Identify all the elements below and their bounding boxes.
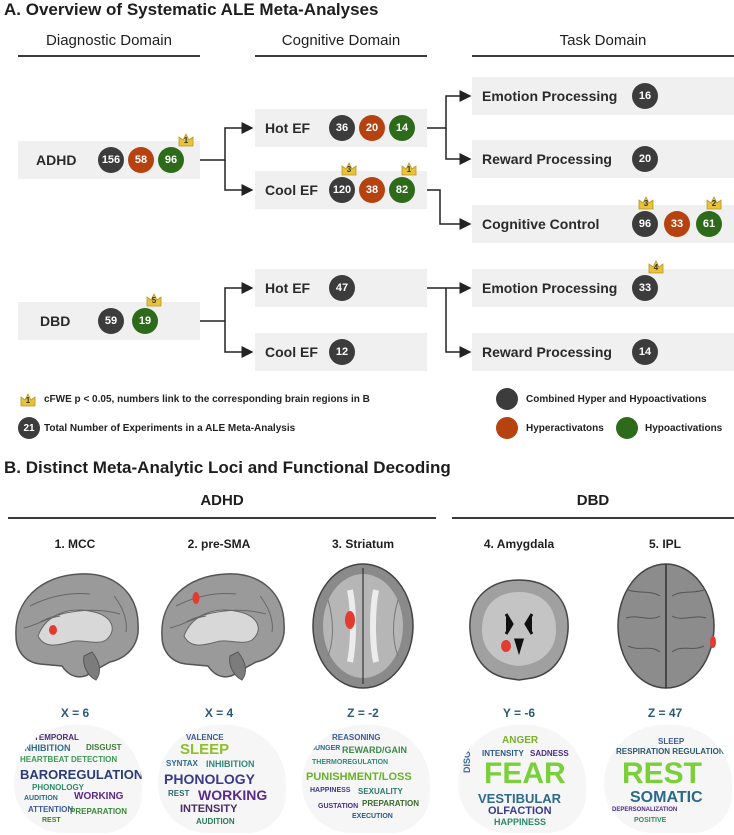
crown-icon: 1: [20, 393, 36, 407]
count-combined: 47: [329, 275, 355, 301]
brain-image-amygdala: [469, 579, 569, 681]
task-label: Reward Processing: [482, 344, 612, 360]
count-combined: 20: [632, 146, 658, 172]
diagnostic-label: DBD: [40, 313, 71, 329]
count-hypo: 14: [389, 115, 415, 141]
count-combined: 36: [329, 115, 355, 141]
crown-icon: 5: [146, 293, 162, 307]
header-task-domain: Task Domain: [559, 32, 647, 49]
header-cognitive-domain: Cognitive Domain: [281, 32, 401, 49]
count-combined: 120: [329, 177, 355, 203]
region-title: 5. IPL: [648, 537, 681, 551]
task-label: Emotion Processing: [482, 88, 618, 104]
region-title: 3. Striatum: [331, 537, 394, 551]
cognitive-label: Cool EF: [265, 344, 318, 360]
region-title: 1. MCC: [54, 537, 96, 551]
legend-combined-swatch: [496, 388, 518, 410]
word-cloud-pre-sma: VALENCE SLEEP SYNTAX INHIBITION PHONOLOG…: [158, 725, 286, 833]
group-rule: [452, 517, 734, 519]
task-box-emotion: Emotion Processing 16: [472, 77, 734, 115]
legend-hyper-swatch: [496, 417, 518, 439]
legend-crown-text: cFWE p < 0.05, numbers link to the corre…: [44, 394, 370, 405]
coordinate-label: X = 4: [204, 706, 234, 720]
crown-icon: 1: [401, 162, 417, 176]
legend-hypo-swatch: [616, 417, 638, 439]
count-combined: 156: [98, 147, 124, 173]
count-hypo: 82: [389, 177, 415, 203]
brain-image-ipl: [617, 563, 716, 689]
crown-icon: 2: [706, 196, 722, 210]
word-cloud-striatum: REASONING HUNGER REWARD/GAIN THERMOREGUL…: [302, 725, 430, 833]
count-combined: 59: [98, 308, 124, 334]
task-box-reward-dbd: Reward Processing 14: [472, 333, 734, 371]
count-hypo: 61: [696, 211, 722, 237]
cognitive-label: Hot EF: [265, 280, 311, 296]
legend-circle-text: Total Number of Experiments in a ALE Met…: [44, 423, 296, 434]
crown-icon: 3: [638, 196, 654, 210]
cognitive-box-cool-ef-dbd: Cool EF 12: [255, 333, 427, 371]
word-cloud-mcc: TEMPORAL INHIBITION DISGUST HEARTBEAT DE…: [14, 725, 142, 833]
task-box-emotion-dbd: Emotion Processing 33 4: [472, 260, 734, 307]
task-label: Cognitive Control: [482, 216, 600, 232]
count-combined: 96: [632, 211, 658, 237]
crown-icon: 1: [178, 133, 194, 147]
task-box-cognitive-control: Cognitive Control 96 33 61 3 2: [472, 196, 734, 243]
cognitive-box-hot-ef: Hot EF 36 20 14: [255, 109, 427, 147]
task-box-reward: Reward Processing 20: [472, 140, 734, 178]
count-combined: 14: [632, 339, 658, 365]
crown-icon: 3: [341, 162, 357, 176]
section-a-title: A. Overview of Systematic ALE Meta-Analy…: [4, 0, 379, 19]
region-title: 2. pre-SMA: [187, 537, 251, 551]
coordinate-label: Z = -2: [347, 706, 379, 720]
cognitive-label: Cool EF: [265, 182, 318, 198]
header-diagnostic-domain: Diagnostic Domain: [46, 32, 172, 49]
group-rule: [8, 517, 436, 519]
section-b-title: B. Distinct Meta-Analytic Loci and Funct…: [4, 458, 451, 477]
group-adhd: ADHD: [200, 492, 244, 509]
word-cloud-ipl: SLEEP RESPIRATION REGULATION REST SOMATI…: [604, 725, 732, 833]
count-hyper: 20: [359, 115, 385, 141]
cognitive-box-cool-ef: Cool EF 120 38 82 3 1: [255, 162, 427, 209]
cognitive-box-hot-ef-dbd: Hot EF 47: [255, 269, 427, 307]
count-hyper: 58: [128, 147, 154, 173]
coordinate-label: Z = 47: [647, 706, 683, 720]
count-combined: 33: [632, 275, 658, 301]
coordinate-label: X = 6: [60, 706, 90, 720]
brain-image-mcc: [15, 573, 139, 681]
count-hyper: 38: [359, 177, 385, 203]
header-rule: [18, 55, 200, 57]
count-hypo: 19: [132, 308, 158, 334]
diagnostic-box-adhd: ADHD 156 58 96 1: [18, 133, 200, 179]
legend-count-circle: 21: [18, 417, 40, 439]
brain-image-striatum: [312, 563, 414, 689]
diagnostic-label: ADHD: [36, 152, 77, 168]
crown-icon: 4: [648, 260, 664, 274]
word-cloud-amygdala: ANGER INTENSITY SADNESS DISGUST FEAR VES…: [458, 725, 586, 833]
count-hypo: 96: [158, 147, 184, 173]
diagnostic-box-dbd: DBD 59 19 5: [18, 293, 200, 340]
count-combined: 12: [329, 339, 355, 365]
header-rule: [255, 55, 427, 57]
cognitive-label: Hot EF: [265, 120, 311, 136]
legend-combined-text: Combined Hyper and Hypoactivations: [526, 394, 707, 405]
count-hyper: 33: [664, 211, 690, 237]
legend-hypo-text: Hypoactivations: [645, 423, 723, 434]
task-label: Reward Processing: [482, 151, 612, 167]
group-dbd: DBD: [576, 492, 610, 509]
coordinate-label: Y = -6: [502, 706, 536, 720]
region-title: 4. Amygdala: [483, 537, 555, 551]
flow-connectors: [200, 90, 472, 358]
task-label: Emotion Processing: [482, 280, 618, 296]
header-rule: [472, 55, 734, 57]
brain-image-pre-sma: [161, 573, 285, 681]
count-combined: 16: [632, 83, 658, 109]
legend-hyper-text: Hyperactivatons: [526, 423, 604, 434]
